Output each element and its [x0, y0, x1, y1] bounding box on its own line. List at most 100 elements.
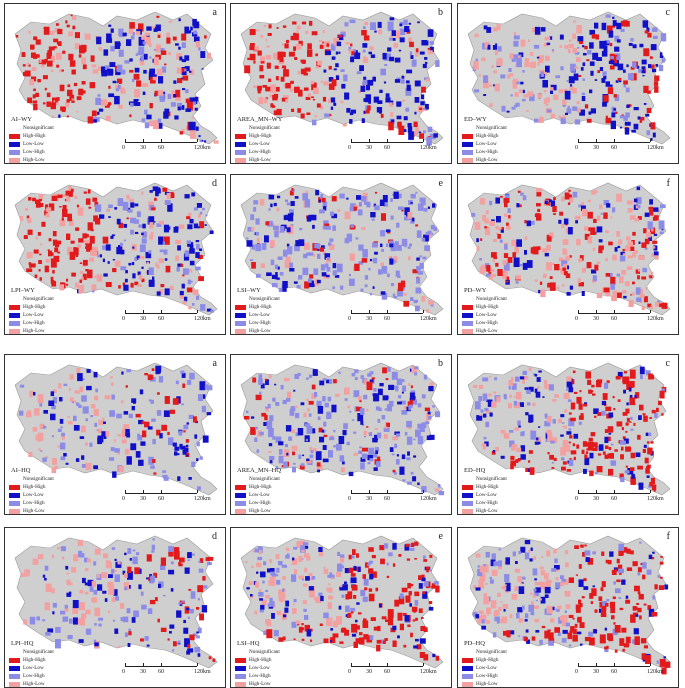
cluster-patch	[546, 606, 553, 614]
cluster-patch	[308, 577, 313, 581]
cluster-patch	[483, 593, 487, 598]
cluster-patch	[566, 378, 573, 388]
cluster-patch	[131, 617, 136, 623]
cluster-patch	[647, 432, 652, 437]
cluster-patch	[608, 241, 613, 246]
cluster-patch	[535, 391, 541, 398]
cluster-patch	[558, 89, 563, 93]
legend-swatch	[462, 508, 473, 514]
cluster-patch	[414, 541, 419, 546]
cluster-patch	[579, 622, 585, 628]
cluster-patch	[564, 192, 570, 200]
cluster-patch	[651, 484, 657, 491]
cluster-patch	[474, 33, 479, 38]
cluster-patch	[61, 432, 65, 438]
cluster-patch	[479, 566, 484, 573]
cluster-patch	[160, 627, 167, 632]
cluster-patch	[66, 233, 71, 240]
cluster-patch	[618, 79, 622, 83]
cluster-patch	[193, 223, 199, 229]
cluster-patch	[530, 547, 533, 551]
cluster-patch	[318, 547, 323, 552]
cluster-patch	[187, 552, 192, 559]
cluster-patch	[283, 614, 287, 618]
cluster-patch	[78, 238, 84, 243]
cluster-patch	[394, 472, 397, 475]
scale-tick-label: 120	[647, 145, 656, 151]
cluster-patch	[574, 51, 580, 55]
cluster-patch	[356, 638, 360, 644]
cluster-patch	[507, 634, 511, 638]
cluster-patch	[605, 14, 611, 18]
cluster-patch	[369, 258, 373, 262]
cluster-patch	[572, 370, 576, 374]
cluster-patch	[62, 208, 68, 217]
cluster-patch	[502, 260, 507, 266]
cluster-patch	[605, 273, 611, 277]
cluster-patch	[323, 251, 326, 255]
cluster-patch	[168, 437, 174, 446]
legend-item: High-High	[462, 656, 507, 664]
scale-bar: 0 30 60 120 km	[122, 490, 215, 511]
cluster-patch	[567, 105, 570, 109]
cluster-patch	[70, 188, 74, 193]
cluster-patch	[632, 561, 638, 567]
cluster-patch	[575, 220, 578, 224]
cluster-patch	[522, 262, 528, 270]
cluster-patch	[435, 411, 441, 418]
cluster-patch	[244, 65, 251, 74]
cluster-patch	[645, 113, 650, 117]
cluster-patch	[407, 624, 411, 627]
cluster-patch	[159, 249, 165, 253]
cluster-patch	[31, 67, 37, 71]
legend-item: High-Low	[9, 327, 54, 334]
cluster-patch	[369, 458, 374, 462]
cluster-patch	[316, 243, 321, 249]
cluster-patch	[304, 242, 310, 250]
cluster-patch	[271, 274, 278, 279]
cluster-patch	[536, 246, 541, 251]
cluster-patch	[581, 96, 586, 102]
cluster-patch	[94, 275, 98, 278]
cluster-patch	[32, 197, 36, 202]
cluster-patch	[117, 645, 121, 648]
cluster-patch	[552, 399, 557, 402]
cluster-patch	[483, 564, 486, 567]
cluster-patch	[297, 542, 300, 545]
cluster-patch	[594, 264, 599, 271]
cluster-patch	[61, 69, 64, 72]
cluster-patch	[504, 574, 510, 582]
legend-item: Low-High	[9, 319, 54, 327]
cluster-patch	[277, 256, 283, 260]
cluster-patch	[493, 70, 497, 74]
cluster-patch	[410, 193, 416, 199]
cluster-patch	[109, 410, 115, 417]
cluster-patch	[138, 46, 145, 56]
cluster-patch	[415, 191, 418, 194]
cluster-patch	[45, 204, 49, 210]
cluster-patch	[648, 236, 652, 241]
cluster-patch	[163, 594, 166, 597]
cluster-patch	[181, 42, 186, 48]
cluster-patch	[340, 285, 344, 290]
cluster-patch	[582, 45, 585, 48]
cluster-patch	[68, 388, 71, 391]
cluster-patch	[511, 383, 517, 390]
scale-tick-label: 60	[384, 669, 390, 675]
cluster-patch	[94, 202, 99, 207]
legend-label: Low-Low	[476, 492, 497, 498]
cluster-patch	[653, 245, 658, 251]
cluster-patch	[654, 254, 659, 260]
cluster-patch	[35, 54, 40, 58]
cluster-patch	[283, 69, 289, 77]
cluster-patch	[182, 88, 186, 91]
cluster-patch	[351, 633, 357, 637]
cluster-patch	[314, 392, 318, 397]
cluster-patch	[407, 481, 412, 485]
cluster-patch	[505, 582, 511, 592]
cluster-patch	[324, 253, 331, 260]
cluster-patch	[373, 388, 377, 392]
cluster-patch	[110, 28, 114, 33]
cluster-patch	[489, 412, 493, 417]
cluster-patch	[273, 225, 279, 231]
